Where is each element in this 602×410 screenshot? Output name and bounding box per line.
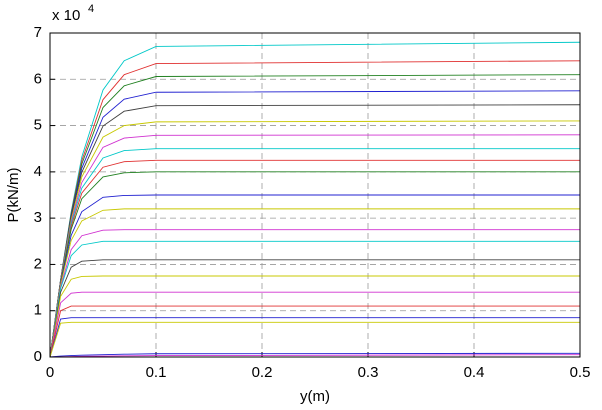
y-tick-label: 4 xyxy=(34,163,42,180)
series-line xyxy=(49,208,580,358)
series-line xyxy=(49,305,580,358)
series-line xyxy=(49,259,580,358)
x-tick-label: 0.3 xyxy=(358,364,379,381)
x-tick-label: 0.1 xyxy=(146,364,167,381)
x-tick-label: 0.2 xyxy=(252,364,273,381)
series-line xyxy=(49,321,580,358)
plot-frame xyxy=(49,32,581,358)
series-line xyxy=(49,317,580,358)
series-line xyxy=(49,240,580,358)
y-tick-label: 7 xyxy=(34,24,42,41)
x-tick-label: 0 xyxy=(46,364,54,381)
series-line xyxy=(49,229,580,358)
y-tick-label: 6 xyxy=(34,70,42,87)
y-tick-label: 1 xyxy=(34,302,42,319)
y-tick-label: 0 xyxy=(34,348,42,365)
y-axis-label: P(kN/m) xyxy=(5,168,22,223)
y-tick-label: 3 xyxy=(34,209,42,226)
x-tick-label: 0.4 xyxy=(464,364,485,381)
y-multiplier: x 10 xyxy=(52,7,80,24)
y-tick-label: 2 xyxy=(34,255,42,272)
y-tick-label: 5 xyxy=(34,117,42,134)
series-line xyxy=(49,352,581,358)
series-line xyxy=(49,291,580,358)
x-tick-label: 0.5 xyxy=(570,364,591,381)
series-line xyxy=(49,275,580,358)
x-axis-label: y(m) xyxy=(300,388,330,405)
y-multiplier-exponent: 4 xyxy=(88,3,94,15)
